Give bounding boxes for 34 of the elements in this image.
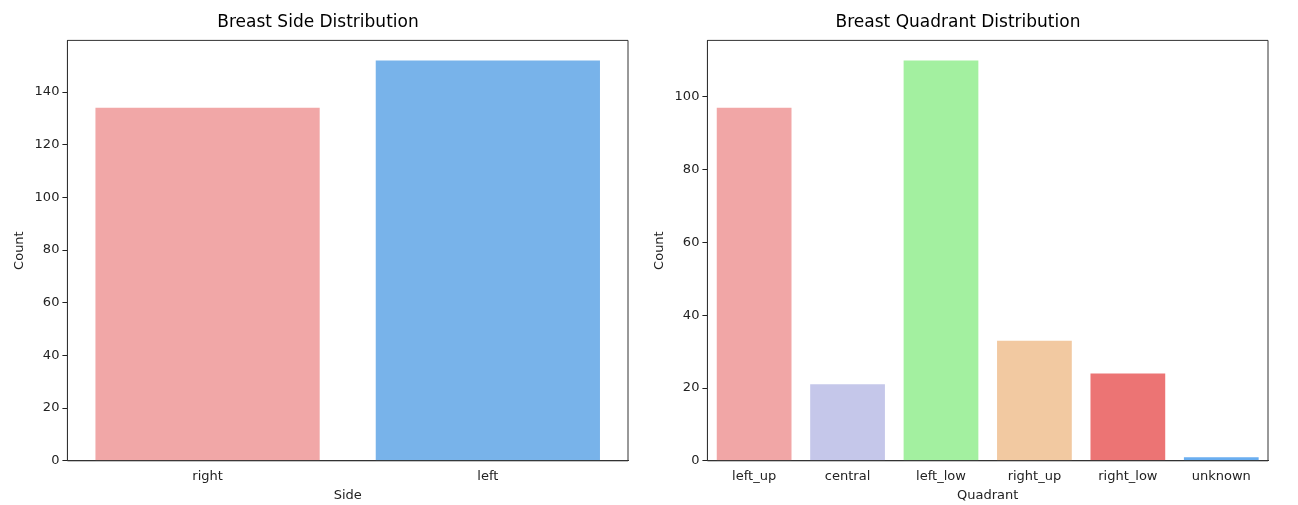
chart-title: Breast Quadrant Distribution xyxy=(835,10,1081,31)
chart-title: Breast Side Distribution xyxy=(217,10,419,31)
bar xyxy=(997,340,1072,461)
y-tick-label: 0 xyxy=(691,452,700,468)
y-tick-label: 100 xyxy=(34,188,60,204)
bar xyxy=(903,60,979,461)
x-axis-title: Quadrant xyxy=(957,486,1019,502)
y-tick-label: 60 xyxy=(682,233,700,249)
y-tick-label: 100 xyxy=(674,88,700,104)
x-tick-label: central xyxy=(824,467,871,483)
x-tick-label: left_up xyxy=(732,467,777,483)
x-tick-label: right_low xyxy=(1098,467,1158,483)
y-tick-label: 120 xyxy=(34,136,60,152)
y-axis-title: Count xyxy=(651,231,667,270)
x-tick-label: unknown xyxy=(1191,467,1251,483)
x-axis-title: Side xyxy=(333,486,362,502)
bar xyxy=(1183,457,1259,461)
bar xyxy=(1090,373,1166,461)
y-tick-label: 140 xyxy=(34,83,60,99)
x-tick-label: right xyxy=(192,467,223,483)
y-tick-label: 40 xyxy=(682,306,700,322)
y-axis-title: Count xyxy=(11,231,27,270)
y-tick-label: 60 xyxy=(42,294,60,310)
bar xyxy=(810,384,885,461)
y-tick-label: 80 xyxy=(42,241,60,257)
bar xyxy=(716,107,792,461)
x-tick-label: right_up xyxy=(1007,467,1062,483)
y-tick-label: 80 xyxy=(682,160,700,176)
y-tick-label: 20 xyxy=(682,379,700,395)
y-tick-label: 0 xyxy=(51,452,60,468)
y-tick-label: 40 xyxy=(42,346,60,362)
y-tick-label: 20 xyxy=(42,399,60,415)
x-tick-label: left xyxy=(477,467,499,483)
x-tick-label: left_low xyxy=(916,467,967,483)
